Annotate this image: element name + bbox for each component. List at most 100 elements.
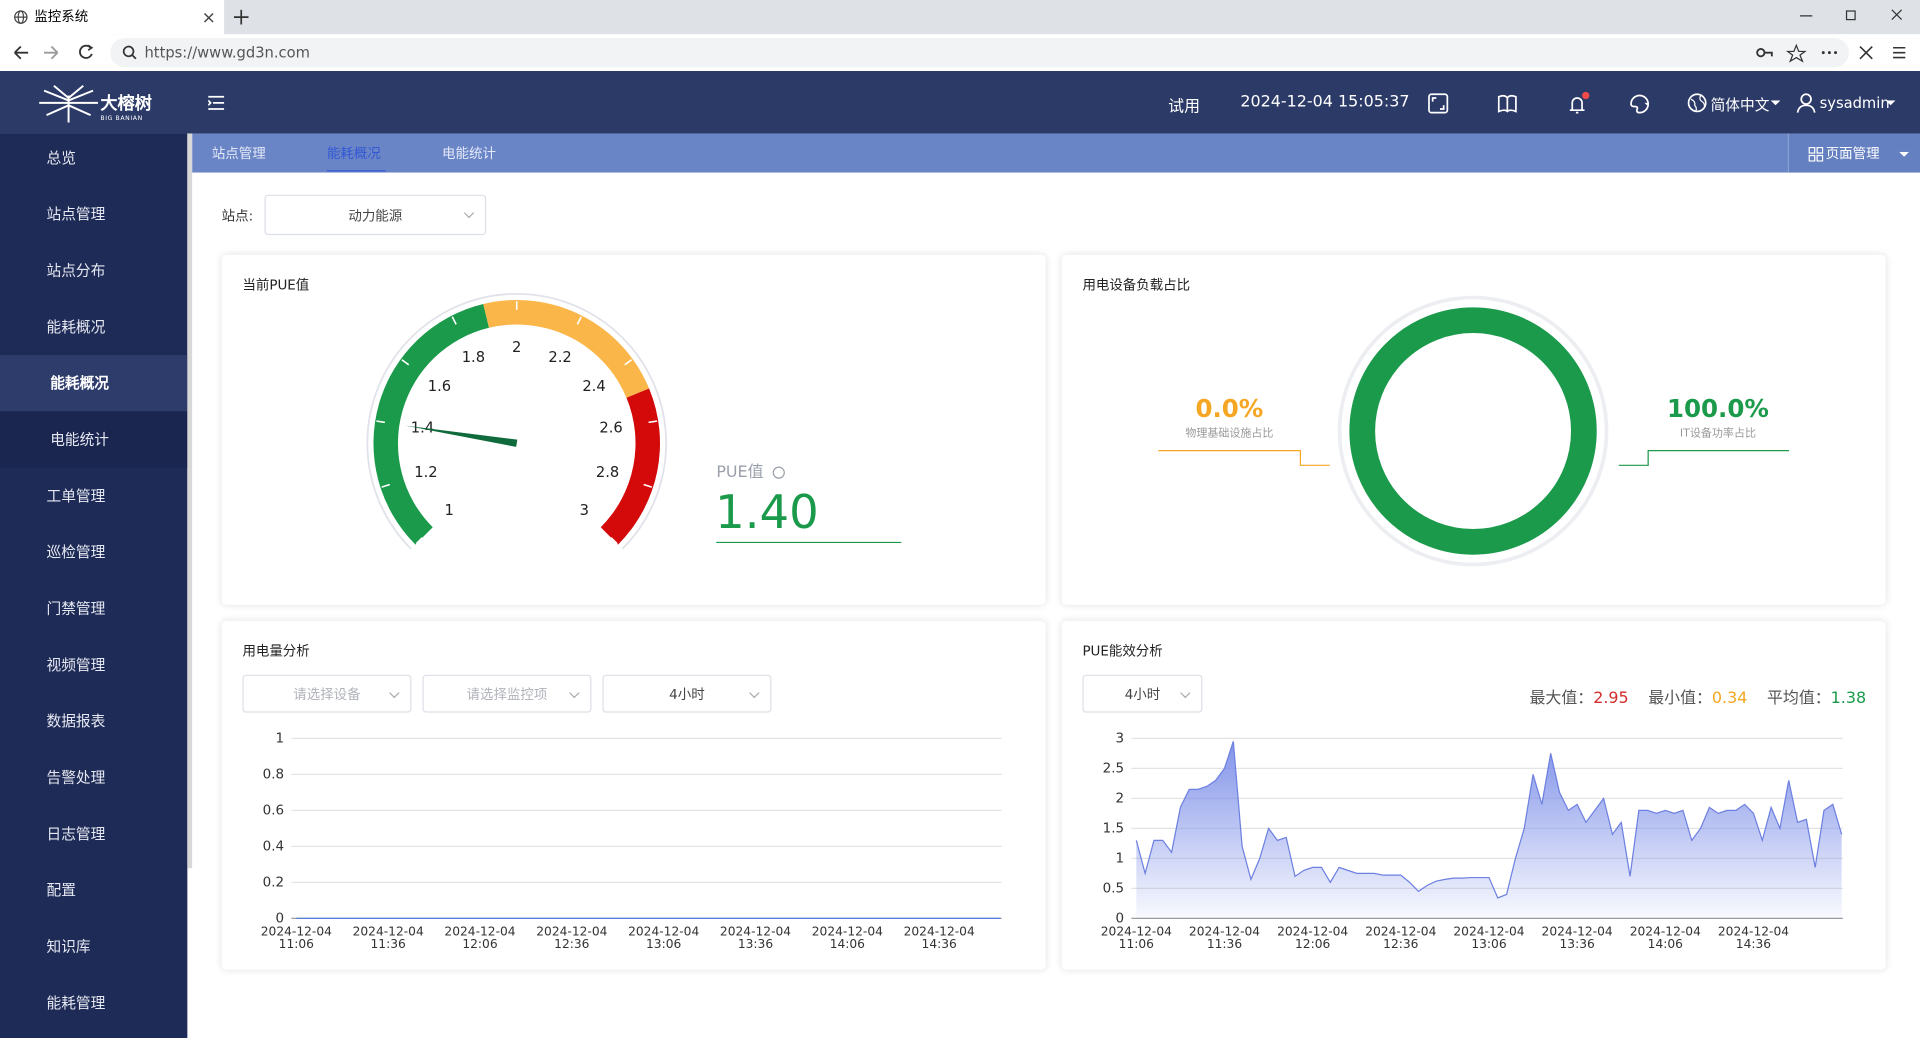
menu-item[interactable]: 电能统计 — [0, 411, 188, 468]
url-box[interactable]: https://www.gd3n.com — [110, 37, 1849, 68]
stat-label: 最大值： — [1529, 689, 1594, 708]
menu-item[interactable]: 总览 — [0, 133, 187, 186]
stat-value: 0.34 — [1711, 689, 1748, 708]
menu-item[interactable]: 门禁管理 — [0, 580, 187, 636]
x-tick-label: 2024-12-04 11:06 — [260, 925, 332, 952]
filter-label: 站点: — [221, 208, 254, 225]
browser-icons[interactable] — [1751, 43, 1910, 63]
menu-label: 总览 — [46, 149, 76, 167]
menu-item[interactable]: 能耗概况 — [0, 299, 187, 355]
tab-title: 监控系统 — [34, 8, 89, 25]
select[interactable]: 请选择设备 — [242, 674, 412, 713]
menu-label: 配置 — [46, 881, 76, 899]
x-tick-label: 2024-12-04 13:36 — [719, 925, 792, 952]
x-tick-label: 2024-12-04 13:06 — [1453, 925, 1525, 952]
select[interactable]: 4小时 — [602, 674, 772, 713]
address-bar: https://www.gd3n.com — [0, 34, 1920, 73]
x-tick-label: 2024-12-04 12:06 — [444, 925, 516, 952]
page-menu-label: 页面管理 — [1825, 145, 1880, 162]
url: https://www.gd3n.com — [144, 44, 310, 62]
menu-label: 门禁管理 — [46, 600, 106, 618]
x-tick-label: 2024-12-04 13:06 — [628, 925, 700, 952]
menu-label: 日志管理 — [46, 825, 106, 843]
app-header: 大榕树 BIG BANIAN 试用 2024-12-04 15:05:37 简体… — [0, 71, 1920, 134]
menu-item[interactable]: 告警处理 — [0, 749, 187, 805]
x-tick-label: 2024-12-04 14:36 — [903, 925, 975, 952]
stats: 最大值：2.95 最小值：0.34 平均值：1.38 — [1530, 684, 1867, 707]
page-menu[interactable]: 页面管理 — [1787, 133, 1920, 173]
page-tab[interactable]: 站点管理 — [212, 133, 271, 172]
window-controls[interactable] — [1795, 5, 1905, 27]
menu-item[interactable]: 日志管理 — [0, 806, 187, 862]
user-icon — [1796, 93, 1816, 113]
new-tab[interactable] — [233, 9, 249, 25]
menu-item[interactable]: 站点分布 — [0, 242, 187, 298]
menu-item[interactable]: 巡检管理 — [0, 524, 187, 580]
tab-close[interactable] — [203, 12, 214, 23]
stat-label: 平均值： — [1766, 689, 1831, 708]
station-select[interactable]: 动力能源 — [264, 194, 487, 236]
language[interactable]: 简体中文 — [1710, 96, 1770, 114]
scrollbar — [187, 133, 193, 869]
x-tick-label: 2024-12-04 11:06 — [1100, 925, 1172, 952]
datetime: 2024-12-04 15:05:37 — [1240, 93, 1410, 112]
select[interactable]: 4小时 — [1082, 674, 1203, 713]
x-tick-label: 2024-12-04 13:36 — [1541, 925, 1613, 952]
menu-label: 站点分布 — [46, 262, 106, 280]
stat-value: 1.38 — [1830, 689, 1867, 708]
menu-label: 能耗管理 — [46, 994, 106, 1012]
tab-label: 站点管理 — [211, 145, 266, 162]
page-tab[interactable]: 电能统计 — [442, 133, 501, 172]
stat-label: 最小值： — [1648, 689, 1712, 708]
menu-item[interactable]: 工单管理 — [0, 468, 187, 524]
menu-label: 能耗概况 — [46, 318, 106, 336]
panel — [221, 254, 1046, 605]
menu-label: 电能统计 — [50, 431, 109, 449]
menu-label: 巡检管理 — [46, 543, 106, 561]
browser-tab[interactable]: 监控系统 — [0, 0, 225, 35]
x-tick-label: 2024-12-04 12:06 — [1277, 925, 1349, 952]
x-tick-label: 2024-12-04 14:06 — [811, 925, 883, 952]
nav-buttons[interactable] — [11, 43, 99, 63]
menu-item[interactable]: 数据报表 — [0, 693, 187, 749]
select[interactable]: 请选择监控项 — [422, 674, 592, 713]
page-tab[interactable]: 能耗概况 — [326, 133, 386, 172]
caret — [1899, 151, 1909, 157]
menu-label: 视频管理 — [46, 656, 106, 674]
menu-item[interactable]: 视频管理 — [0, 637, 187, 693]
menu-label: 站点管理 — [46, 205, 106, 223]
header-icons[interactable] — [1427, 91, 1672, 116]
stat: 平均值：1.38 — [1767, 684, 1866, 707]
menu-toggle[interactable] — [208, 95, 225, 111]
caret — [1885, 100, 1896, 106]
panel — [1061, 620, 1886, 970]
grid-icon — [1808, 146, 1824, 162]
tab-label: 电能统计 — [442, 145, 496, 162]
page-tabs: 页面管理 站点管理 能耗概况 电能统计 — [192, 133, 1920, 173]
logo-mark — [39, 84, 98, 123]
globe-icon — [14, 10, 28, 24]
stat: 最大值：2.95 — [1530, 684, 1629, 707]
sidebar: 总览 站点管理 站点分布 能耗概况 能耗概况 电能统计 工单管理 巡检管理 门禁管理 视频管理 数据… — [0, 133, 188, 1038]
panel — [221, 620, 1046, 970]
logo-subtext: BIG BANIAN — [100, 115, 143, 123]
x-tick-label: 2024-12-04 12:36 — [536, 925, 608, 952]
x-tick-label: 2024-12-04 11:36 — [1188, 925, 1261, 952]
user-name[interactable]: sysadmin — [1819, 94, 1890, 112]
browser-tabbar: 监控系统 — [0, 0, 1920, 35]
menu-item[interactable]: 配置 — [0, 862, 187, 918]
x-tick-label: 2024-12-04 11:36 — [352, 925, 424, 952]
trial-badge[interactable]: 试用 — [1168, 97, 1201, 117]
menu-item[interactable]: 站点管理 — [0, 186, 187, 242]
menu-item[interactable]: 能耗管理 — [0, 975, 187, 1031]
x-tick-label: 2024-12-04 14:36 — [1717, 925, 1790, 952]
logo-text: 大榕树 — [100, 94, 152, 114]
menu-label: 知识库 — [46, 937, 91, 956]
caret — [1770, 100, 1781, 106]
menu-item[interactable]: 知识库 — [0, 918, 187, 974]
stat-value: 2.95 — [1593, 689, 1629, 708]
menu-label: 工单管理 — [46, 487, 106, 505]
menu-item[interactable]: 能耗概况 — [0, 355, 188, 412]
search-icon — [122, 45, 137, 60]
